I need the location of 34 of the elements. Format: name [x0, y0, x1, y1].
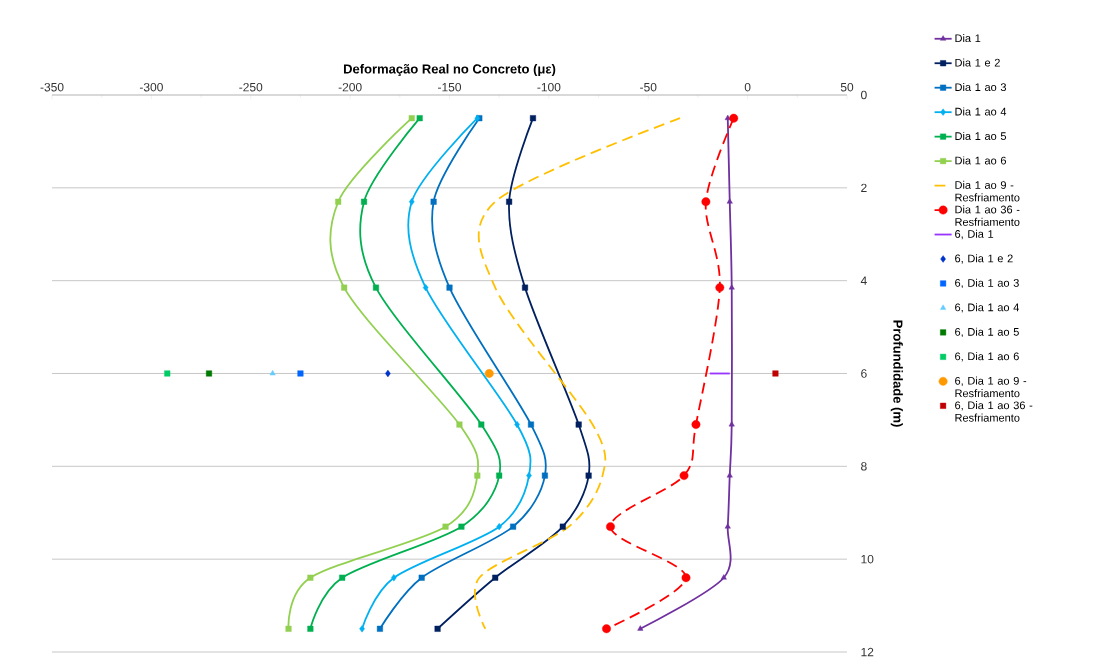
x-axis-title: Deformação Real no Concreto (με) [343, 63, 556, 77]
legend-label: Dia 1 ao 36 - Resfriamento [955, 205, 1020, 226]
y-tick-label: 6 [861, 369, 867, 378]
legend-label: 6, Dia 1 ao 9 - Resfriamento [955, 376, 1027, 398]
legend-label: 6, Dia 1 ao 6 [955, 352, 1019, 362]
y-tick-label: 10 [861, 554, 874, 564]
x-tick-label: -50 [640, 82, 657, 92]
x-tick-label: -350 [40, 82, 64, 92]
y-tick-label: 2 [861, 183, 867, 193]
legend-label: 6, Dia 1 e 2 [955, 254, 1013, 264]
x-tick-label: -100 [537, 82, 561, 92]
x-tick-label: -200 [338, 82, 362, 92]
legend-label: Dia 1 ao 6 [955, 156, 1007, 165]
y-tick-label: 4 [860, 276, 867, 285]
legend-label: 6, Dia 1 ao 36 - Resfriamento [955, 401, 1033, 422]
legend-label: 6, Dia 1 ao 5 [955, 327, 1019, 338]
x-tick-label: -250 [239, 82, 263, 92]
x-tick-label: -150 [438, 82, 462, 92]
y-tick-label: 8 [861, 462, 867, 471]
y-tick-label: 12 [861, 647, 874, 657]
legend-label: Dia 1 ao 5 [955, 131, 1007, 140]
x-tick-label: 50 [840, 82, 854, 92]
legend-label: Dia 1 [955, 34, 981, 43]
legend-label: Dia 1 ao 4 [955, 107, 1007, 116]
y-axis-title: Profundidade (m) [890, 320, 903, 427]
legend-label: Dia 1 ao 9 - Resfriamento [955, 180, 1020, 202]
x-tick-label: -300 [139, 82, 163, 92]
legend-label: 6, Dia 1 ao 3 [955, 278, 1019, 289]
legend-label: Dia 1 e 2 [955, 58, 1000, 67]
x-tick-label: 0 [744, 82, 751, 92]
legend-label: Dia 1 ao 3 [955, 82, 1007, 92]
y-tick-label: 0 [861, 90, 867, 100]
legend-label: 6, Dia 1 [955, 229, 994, 240]
legend-label: 6, Dia 1 ao 4 [955, 303, 1020, 313]
